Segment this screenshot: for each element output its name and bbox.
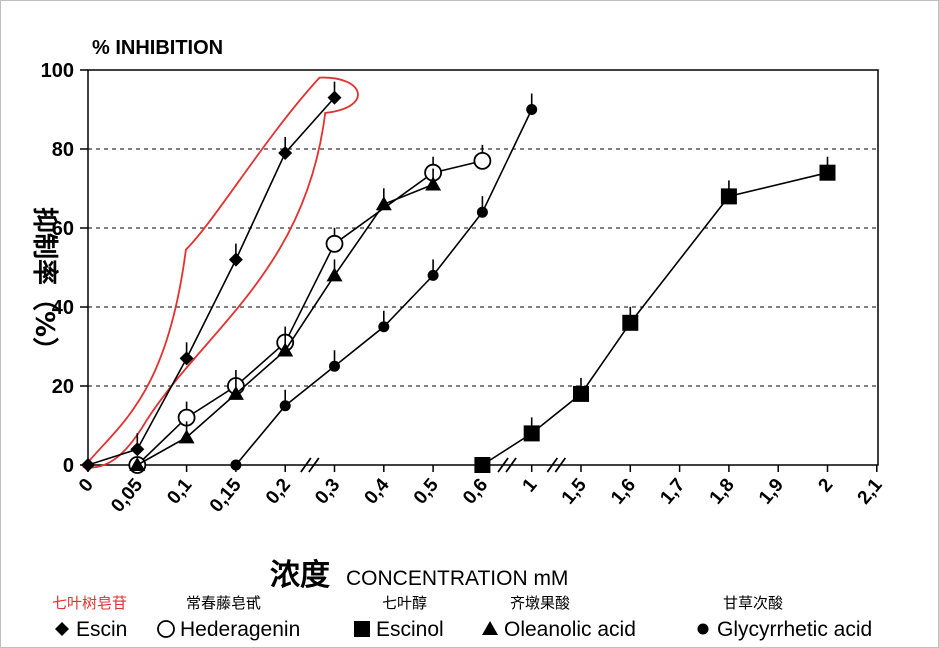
- data-point-escinol: [573, 385, 589, 402]
- axis-break-mark: [300, 457, 312, 473]
- data-point-oleanolic-acid: [227, 385, 244, 400]
- x-tick-label: 1,6: [607, 475, 640, 509]
- series-glycyrrhetic-acid: [230, 93, 538, 471]
- x-tick-label: 2,1: [854, 474, 887, 508]
- data-point-glycyrrhetic-acid: [230, 459, 242, 471]
- y-tick-label: 40: [52, 297, 74, 319]
- axis-break-mark: [497, 457, 509, 473]
- data-point-escinol: [474, 457, 491, 473]
- series-oleanolic-acid: [129, 168, 442, 471]
- x-tick-label: 1,8: [706, 475, 739, 509]
- y-tick-label: 20: [52, 376, 74, 398]
- data-point-escin: [130, 442, 145, 457]
- data-point-oleanolic-acid: [375, 196, 392, 211]
- legend-label: Escin: [76, 618, 127, 641]
- x-tick-label: 0,05: [107, 474, 147, 516]
- data-point-oleanolic-acid: [129, 457, 146, 471]
- x-tick-label: 0,15: [206, 474, 246, 516]
- data-point-glycyrrhetic-acid: [329, 360, 340, 372]
- data-point-glycyrrhetic-acid: [378, 321, 390, 333]
- data-point-escinol: [622, 314, 639, 331]
- x-tick-label: 0,3: [311, 475, 344, 509]
- series-line-escin: [87, 97, 336, 466]
- series-line-escinol: [481, 171, 828, 466]
- x-tick-label: 0: [75, 475, 98, 497]
- data-point-escin: [278, 145, 293, 160]
- x-tick-label: 0,5: [410, 474, 443, 508]
- legend-marker-glycyrrhetic-acid: [697, 623, 709, 635]
- series-hederagenin: [128, 144, 492, 474]
- legend-marker-escinol: [354, 621, 370, 637]
- legend-label: Hederagenin: [180, 618, 300, 641]
- data-point-escinol: [819, 164, 836, 181]
- axis-break-mark: [308, 457, 320, 473]
- series-escinol: [474, 156, 836, 473]
- legend-cn-name: 七叶醇: [382, 594, 427, 612]
- x-tick-label: 0,2: [262, 475, 295, 509]
- x-tick-label: 0,1: [163, 474, 196, 508]
- legend-cn-name: 七叶树皂苷: [52, 594, 127, 612]
- y-tick-label: 80: [52, 139, 74, 161]
- series-escin: [81, 81, 342, 472]
- data-point-oleanolic-acid: [425, 176, 442, 191]
- x-tick-label: 1,7: [656, 475, 689, 509]
- x-tick-label: 1,9: [755, 475, 788, 509]
- data-point-escin: [228, 252, 243, 267]
- data-point-glycyrrhetic-acid: [476, 206, 488, 218]
- y-tick-label: 100: [41, 60, 74, 82]
- x-tick-label: 0,6: [459, 475, 492, 509]
- x-tick-label: 1,5: [558, 474, 591, 508]
- legend-cn-name: 常春藤皂甙: [186, 594, 261, 612]
- data-point-escin: [179, 351, 194, 366]
- x-tick-label: 0,4: [361, 474, 394, 508]
- legend-label: Escinol: [376, 618, 444, 641]
- axis-break-mark: [505, 457, 517, 473]
- data-point-glycyrrhetic-acid: [427, 269, 439, 281]
- legend-item-hederagenin: 常春藤皂甙 Hederagenin: [157, 594, 300, 641]
- data-point-escinol: [720, 188, 737, 205]
- legend-marker-oleanolic-acid: [482, 621, 498, 635]
- data-point-glycyrrhetic-acid: [526, 104, 538, 115]
- data-point-hederagenin: [325, 234, 344, 253]
- data-point-glycyrrhetic-acid: [279, 400, 291, 412]
- data-point-escin: [327, 90, 342, 105]
- legend-item-escin: 七叶树皂苷 Escin: [52, 594, 127, 641]
- data-point-hederagenin: [473, 151, 492, 170]
- y-axis-label: 抑制率（%）: [29, 207, 60, 363]
- data-point-oleanolic-acid: [326, 267, 343, 282]
- legend-item-escinol: 七叶醇 Escinol: [354, 594, 444, 641]
- legend-label: Glycyrrhetic acid: [717, 618, 872, 641]
- x-tick-label: 1: [519, 474, 542, 496]
- data-point-escin: [81, 458, 95, 472]
- escin-highlight-outline: [82, 76, 359, 469]
- chart-title: % INHIBITION: [92, 37, 223, 59]
- x-axis-label: CONCENTRATION mM: [346, 567, 568, 590]
- legend-marker-escin: [55, 622, 69, 636]
- axis-break-mark: [554, 457, 567, 473]
- y-tick-label: 60: [52, 218, 74, 240]
- x-axis-label-cn: 浓度: [270, 558, 330, 593]
- legend-marker-hederagenin: [157, 620, 175, 638]
- y-tick-label: 0: [63, 455, 74, 477]
- legend-cn-name: 齐墩果酸: [510, 594, 570, 612]
- axis-break-mark: [546, 457, 559, 473]
- data-point-escinol: [523, 425, 540, 442]
- legend-cn-name: 甘草次酸: [723, 594, 783, 612]
- legend-item-oleanolic-acid: 齐墩果酸 Oleanolic acid: [482, 594, 636, 641]
- legend-item-glycyrrhetic-acid: 甘草次酸 Glycyrrhetic acid: [697, 594, 872, 641]
- x-tick-label: 2: [814, 475, 837, 497]
- data-point-oleanolic-acid: [178, 429, 195, 444]
- data-point-oleanolic-acid: [277, 342, 294, 357]
- legend-label: Oleanolic acid: [504, 618, 636, 641]
